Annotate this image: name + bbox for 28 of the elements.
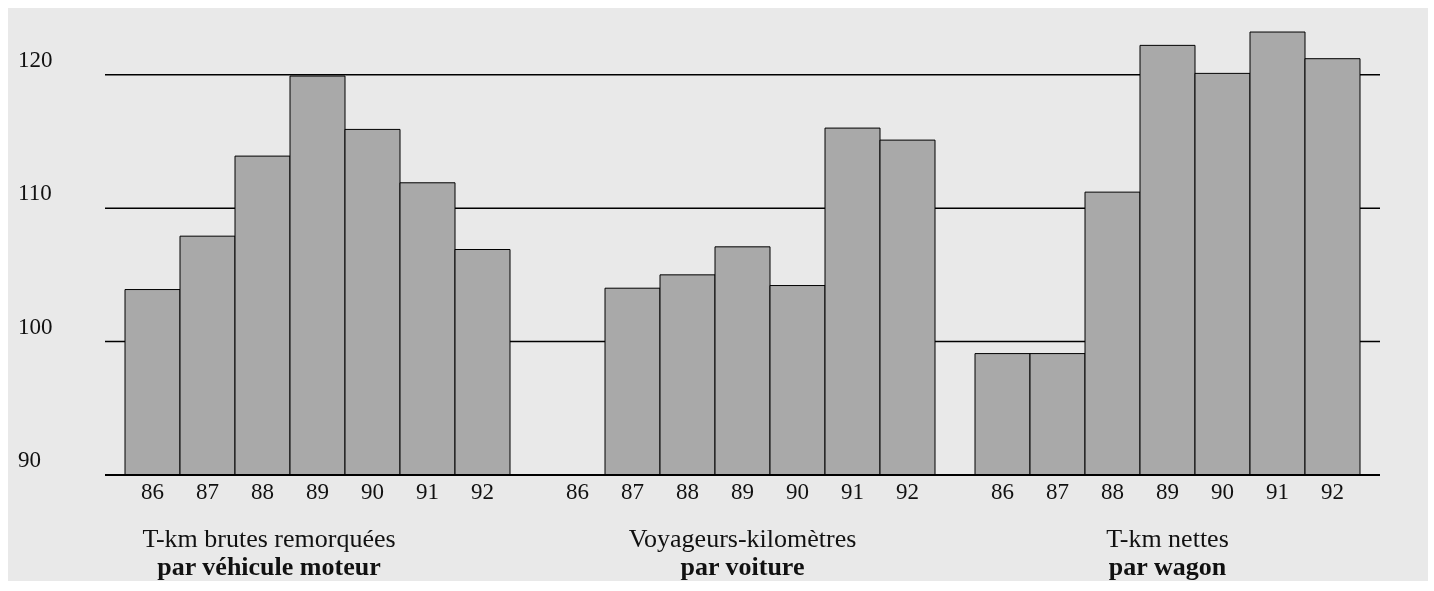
x-axis-title: Voyageurs-kilomètres par voiture (627, 524, 858, 581)
x-tick-label: 91 (841, 479, 864, 505)
x-tick-label: 91 (1266, 479, 1289, 505)
x-tick-label: 88 (1101, 479, 1124, 505)
y-tick-label: 90 (18, 447, 41, 472)
x-tick-label: 90 (361, 479, 384, 505)
x-tick-label: 89 (731, 479, 754, 505)
x-tick-label: 90 (786, 479, 809, 505)
x-tick-label: 90 (1211, 479, 1234, 505)
x-tick-label: 92 (1321, 479, 1344, 505)
x-tick-label: 89 (306, 479, 329, 505)
x-axis-title: T-km nettes par wagon (1105, 524, 1230, 581)
x-tick-label: 89 (1156, 479, 1179, 505)
x-tick-label: 87 (621, 479, 644, 505)
y-tick-label: 120 (18, 46, 53, 72)
x-tick-label: 87 (196, 479, 219, 505)
x-tick-label: 86 (141, 479, 164, 505)
x-tick-label: 86 (991, 479, 1014, 505)
x-tick-label: 88 (676, 479, 699, 505)
x-axis-title: T-km brutes remorquées par véhicule moteur (141, 524, 397, 581)
y-tick-label: 100 (18, 313, 53, 339)
x-tick-label: 91 (416, 479, 439, 505)
x-tick-label: 88 (251, 479, 274, 505)
y-tick-label: 110 (18, 180, 52, 206)
x-tick-label: 92 (896, 479, 919, 505)
x-tick-label: 87 (1046, 479, 1069, 505)
x-tick-label: 92 (471, 479, 494, 505)
x-tick-label: 86 (566, 479, 589, 505)
